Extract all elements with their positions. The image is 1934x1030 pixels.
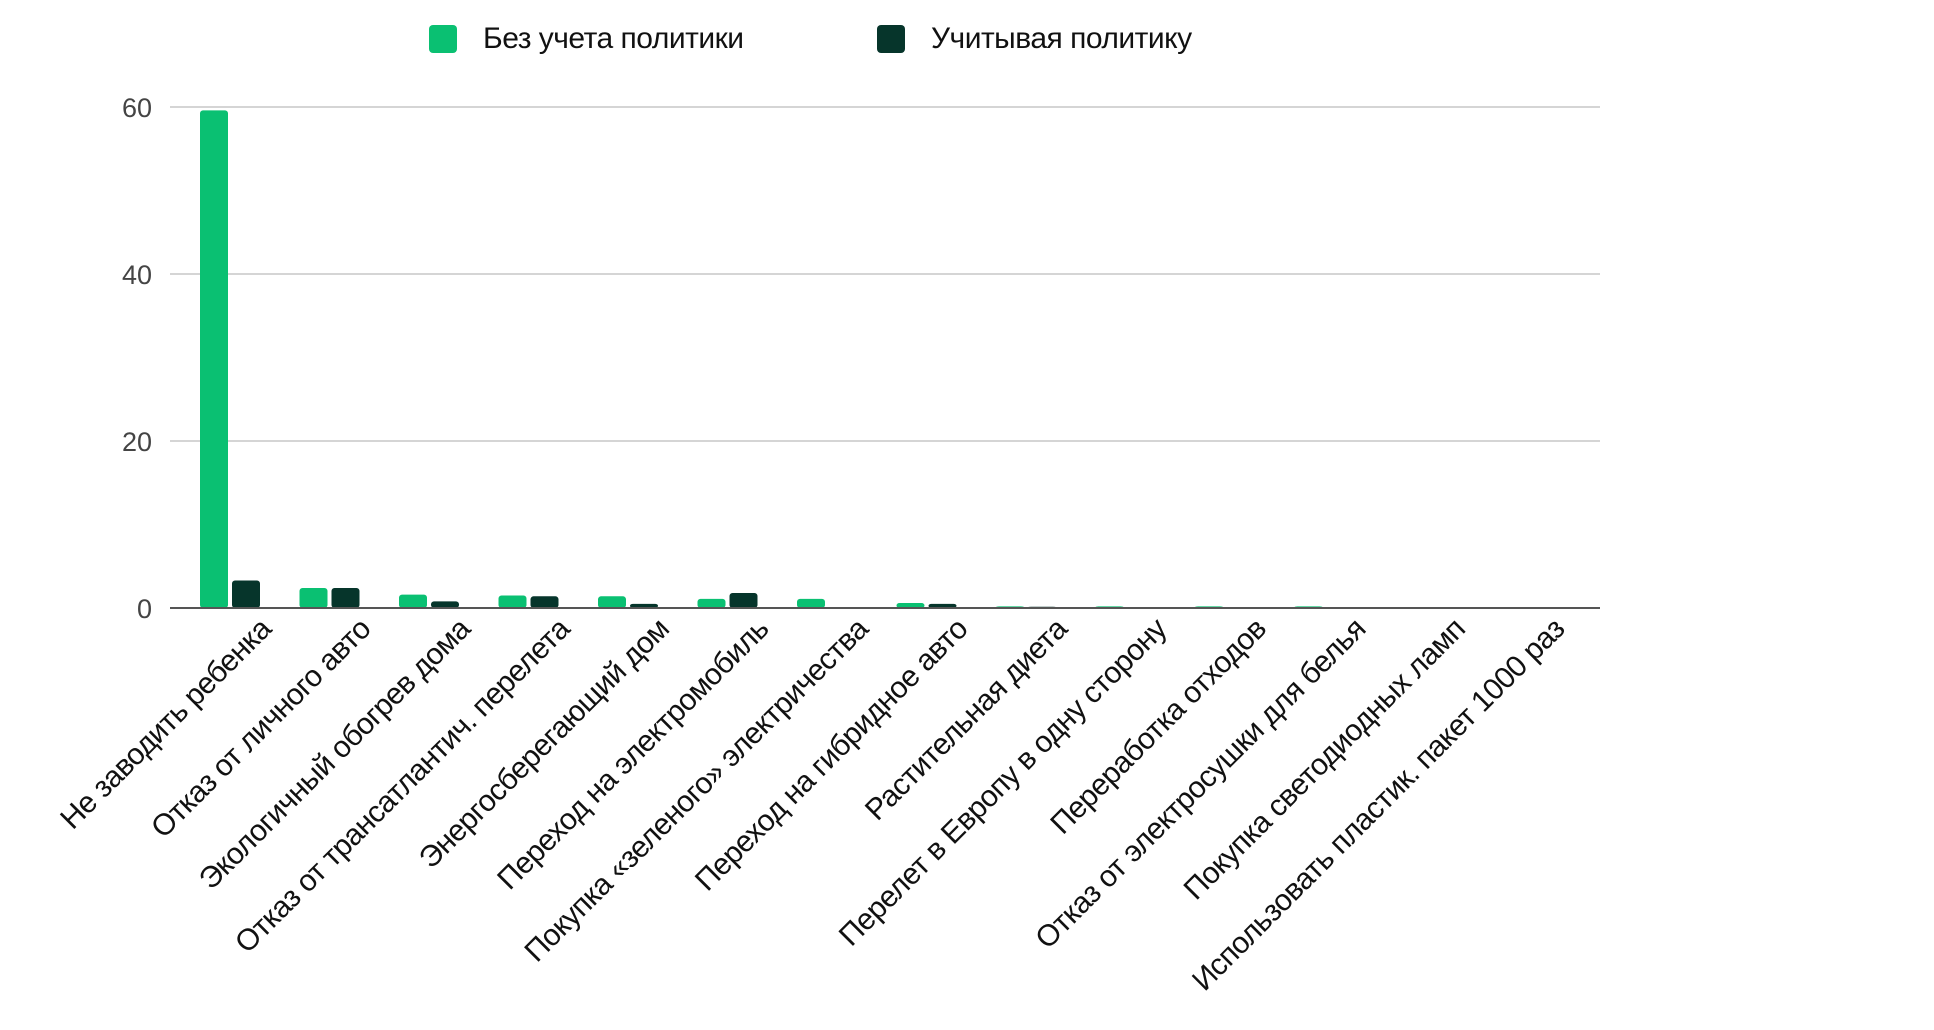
- bar-1-2: [399, 594, 427, 608]
- legend-label-series-1: Без учета политики: [483, 22, 744, 55]
- bar-1-0: [200, 110, 228, 608]
- chart-legend: Без учета политики Учитывая политику: [0, 22, 1934, 62]
- bar-2-7: [928, 603, 957, 608]
- y-tick-label: 40: [122, 260, 152, 290]
- bar-1-4: [598, 596, 626, 608]
- bar-2-5: [729, 592, 758, 608]
- bar-1-3: [498, 595, 527, 608]
- legend-item-series-1: Без учета политики: [429, 22, 744, 56]
- legend-item-series-2: Учитывая политику: [877, 22, 1192, 56]
- bar-1-5: [697, 598, 726, 608]
- bar-2-0: [232, 580, 260, 608]
- bar-1-7: [896, 602, 925, 608]
- bar-2-4: [630, 603, 658, 608]
- legend-label-series-2: Учитывая политику: [931, 22, 1192, 55]
- bar-2-2: [431, 601, 459, 608]
- y-tick-label: 60: [122, 93, 152, 123]
- y-tick-label: 20: [122, 427, 152, 457]
- bar-2-3: [530, 596, 559, 608]
- y-tick-label: 0: [137, 594, 152, 624]
- legend-swatch-series-1: [429, 25, 457, 53]
- x-category-label: Покупка «зеленого» электричества: [519, 612, 876, 969]
- legend-swatch-series-2: [877, 25, 905, 53]
- x-category-label: Использовать пластик. пакет 1000 раз: [1186, 612, 1571, 997]
- bar-2-1: [331, 587, 360, 608]
- bar-1-1: [299, 587, 328, 608]
- bar-1-6: [797, 598, 825, 608]
